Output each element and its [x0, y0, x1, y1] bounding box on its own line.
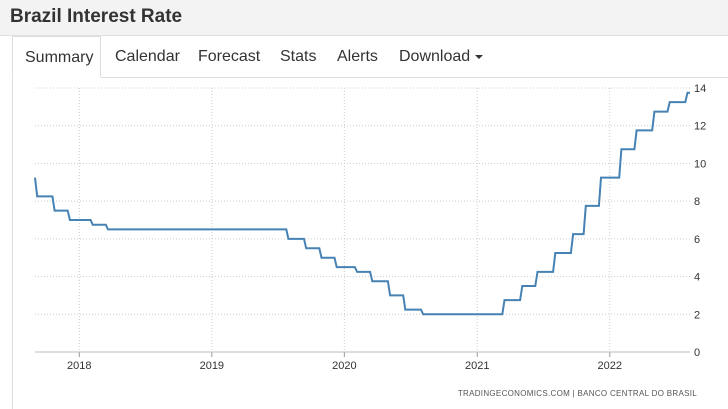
tab-bar: Summary Calendar Forecast Stats Alerts D…: [12, 36, 728, 78]
x-tick-label: 2018: [67, 360, 91, 372]
y-tick-label: 14: [694, 83, 706, 95]
page-header: Brazil Interest Rate: [0, 0, 728, 36]
y-axis: 0 2 4 6 8 10 12 14: [694, 83, 706, 359]
x-tick-label: 2021: [465, 360, 489, 372]
series-line: [34, 91, 690, 316]
tab-forecast[interactable]: Forecast: [198, 48, 261, 65]
tab-alerts[interactable]: Alerts: [337, 48, 378, 65]
tab-stats[interactable]: Stats: [280, 48, 317, 65]
y-tick-label: 4: [694, 272, 700, 284]
grid: [35, 87, 690, 353]
tab-calendar[interactable]: Calendar: [115, 48, 180, 65]
caret-down-icon: [475, 54, 484, 59]
interest-rate-chart: 0 2 4 6 8 10 12 14 2018 2019 2020 2021 2022 TRADING…: [34, 83, 706, 398]
x-axis: 2018 2019 2020 2021 2022: [35, 351, 690, 372]
y-tick-label: 12: [694, 121, 706, 133]
y-tick-label: 10: [694, 158, 706, 170]
tab-download[interactable]: Download: [387, 36, 495, 77]
y-tick-label: 0: [694, 347, 700, 359]
x-tick-label: 2022: [598, 360, 622, 372]
x-tick-label: 2019: [200, 360, 224, 372]
x-tick-label: 2020: [332, 360, 356, 372]
chart-panel: 0 2 4 6 8 10 12 14 2018 2019 2020 2021 2022 TRADING…: [12, 78, 728, 409]
y-tick-label: 2: [694, 309, 700, 321]
source-label: TRADINGECONOMICS.COM | BANCO CENTRAL DO …: [458, 389, 697, 398]
y-tick-label: 8: [694, 196, 700, 208]
page-title: Brazil Interest Rate: [10, 6, 183, 27]
y-tick-label: 6: [694, 234, 700, 246]
tab-download-label: Download: [399, 48, 471, 65]
tab-summary[interactable]: Summary: [12, 36, 101, 78]
